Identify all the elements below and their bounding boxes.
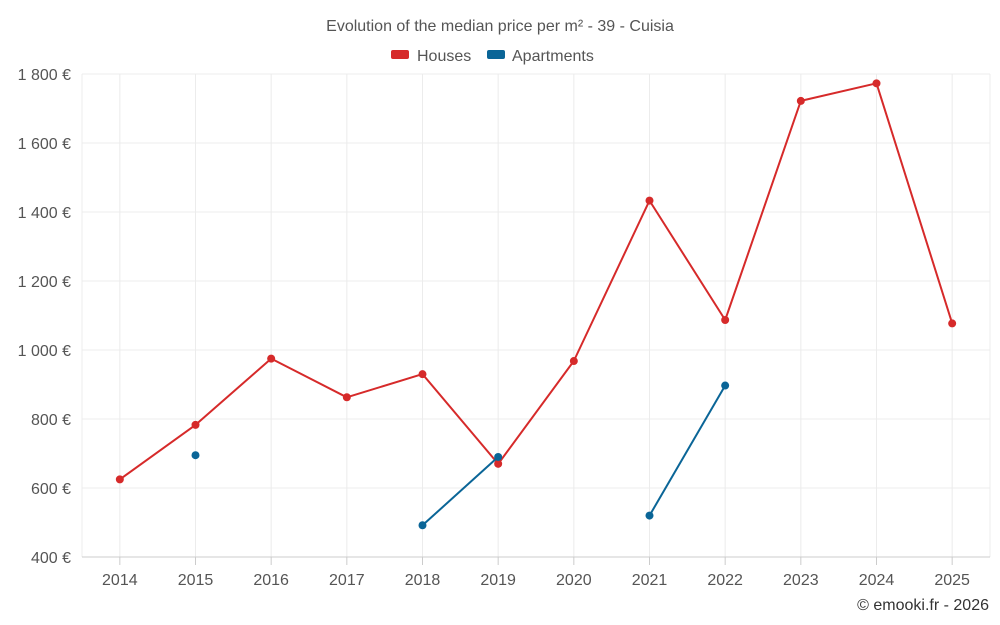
legend-swatch-houses xyxy=(391,50,409,59)
data-point-houses[interactable] xyxy=(418,370,427,379)
y-tick-label: 400 € xyxy=(31,550,71,567)
data-point-apartments[interactable] xyxy=(494,452,503,461)
data-point-houses[interactable] xyxy=(191,420,200,429)
x-tick-label: 2018 xyxy=(405,572,441,589)
legend-label-houses: Houses xyxy=(417,48,471,65)
x-tick-label: 2025 xyxy=(934,572,970,589)
grid xyxy=(81,73,991,557)
legend-swatch-apartments xyxy=(487,50,505,59)
legend: Houses Apartments xyxy=(391,48,594,65)
x-tick-label: 2023 xyxy=(783,572,819,589)
data-point-houses[interactable] xyxy=(569,357,578,366)
x-tick-label: 2020 xyxy=(556,572,592,589)
y-tick-label: 800 € xyxy=(31,412,71,429)
data-point-houses[interactable] xyxy=(796,96,805,105)
y-tick-label: 1 800 € xyxy=(18,67,71,84)
x-tick-label: 2014 xyxy=(102,572,138,589)
y-tick-label: 1 200 € xyxy=(18,274,71,291)
series-line-houses xyxy=(119,82,954,481)
data-point-houses[interactable] xyxy=(494,459,503,468)
x-tick-label: 2015 xyxy=(178,572,214,589)
axes: 400 € 600 € 800 € 1 000 € 1 200 € 1 400 € 1 60… xyxy=(18,67,990,589)
y-tick-label: 600 € xyxy=(31,481,71,498)
x-tick-label: 2016 xyxy=(253,572,289,589)
x-tick-label: 2022 xyxy=(707,572,743,589)
credit-text: © emooki.fr - 2026 xyxy=(857,597,989,614)
legend-item-apartments[interactable]: Apartments xyxy=(487,48,594,65)
data-point-houses[interactable] xyxy=(342,393,351,402)
x-tick-label: 2019 xyxy=(480,572,516,589)
x-tick-label: 2024 xyxy=(859,572,895,589)
x-tick-label: 2017 xyxy=(329,572,365,589)
x-tick-label: 2021 xyxy=(632,572,668,589)
data-point-houses[interactable] xyxy=(948,319,957,328)
data-point-houses[interactable] xyxy=(267,354,276,363)
data-point-houses[interactable] xyxy=(872,79,881,88)
legend-label-apartments: Apartments xyxy=(512,48,594,65)
data-point-houses[interactable] xyxy=(645,196,654,205)
chart-title: Evolution of the median price per m² - 3… xyxy=(326,18,674,35)
series-line-apartments xyxy=(421,456,499,527)
series-houses xyxy=(115,79,957,484)
y-tick-label: 1 600 € xyxy=(18,136,71,153)
series xyxy=(115,79,957,530)
data-point-apartments[interactable] xyxy=(191,451,200,460)
data-point-apartments[interactable] xyxy=(645,511,654,520)
series-line-apartments xyxy=(648,384,727,517)
data-point-houses[interactable] xyxy=(721,315,730,324)
data-point-apartments[interactable] xyxy=(721,381,730,390)
data-point-apartments[interactable] xyxy=(418,521,427,530)
legend-item-houses[interactable]: Houses xyxy=(391,48,471,65)
y-tick-label: 1 000 € xyxy=(18,343,71,360)
series-apartments xyxy=(191,381,730,530)
data-point-houses[interactable] xyxy=(115,475,124,484)
y-tick-label: 1 400 € xyxy=(18,205,71,222)
